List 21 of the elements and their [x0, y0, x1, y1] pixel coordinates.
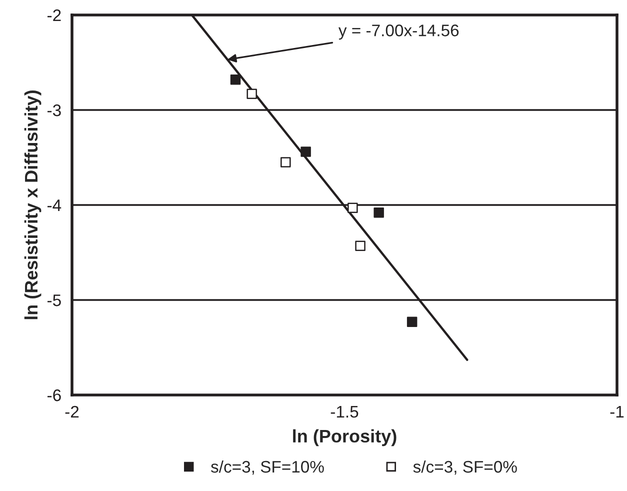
y-tick-label: -4: [48, 200, 62, 212]
point: [230, 74, 241, 85]
point: [348, 202, 358, 213]
point: [246, 88, 257, 99]
x-axis-title: ln (Porosity): [293, 429, 396, 446]
annotation: y = -7.00x-14.56: [338, 24, 459, 40]
y-tick-label: -5: [48, 294, 61, 306]
x-tick-label: -2: [65, 406, 79, 418]
legend-label: s/c=3, SF=10%: [211, 460, 324, 475]
point: [406, 316, 418, 327]
legend-label: s/c=3, SF=0%: [413, 460, 517, 475]
point: [300, 146, 311, 157]
y-tick-label: -2: [48, 9, 61, 22]
y-tick-label: -3: [48, 104, 61, 116]
y-tick-label: -6: [48, 389, 61, 402]
y-axis-title: ln (Resistivity x Diffusivity): [24, 90, 42, 320]
point: [355, 240, 366, 251]
point: [374, 207, 384, 218]
x-tick-label: -1.5: [330, 406, 358, 418]
point: [280, 157, 291, 168]
x-tick-label: -1: [610, 406, 624, 418]
